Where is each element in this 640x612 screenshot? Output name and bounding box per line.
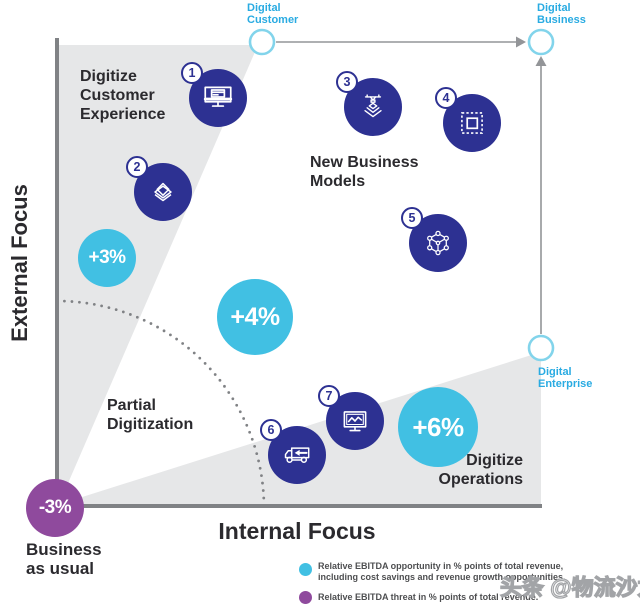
- digital-business-node: [527, 28, 555, 56]
- left-wedge-shape: [59, 45, 258, 504]
- marker-6-number: 6: [260, 419, 282, 441]
- digital-enterprise-label: Digital Enterprise: [538, 366, 593, 390]
- marker-4-modular-platform: 4: [435, 87, 501, 152]
- marker-1-digitize-customer-experience: 1: [181, 62, 247, 127]
- y-axis-label: External Focus: [7, 184, 32, 342]
- legend-opportunity-dot-icon: [299, 563, 312, 576]
- marker-3-number: 3: [336, 71, 358, 93]
- marker-7-number: 7: [318, 385, 340, 407]
- marker-3-new-business-model: 3: [336, 71, 402, 136]
- digital-business-label: Digital Business: [537, 2, 586, 26]
- marker-1-number: 1: [181, 62, 203, 84]
- truck-icon: [284, 447, 310, 463]
- up-arrowhead-icon: [535, 56, 547, 66]
- marker-4-number: 4: [435, 87, 457, 109]
- network-molecule-icon: [427, 230, 449, 256]
- marker-7-analytics-dashboard: 7: [318, 385, 384, 450]
- layered-chip-icon: [154, 182, 172, 202]
- digital-customer-node: [248, 28, 276, 56]
- legend-threat-dot-icon: [299, 591, 312, 604]
- analytics-monitor-icon: [343, 411, 367, 432]
- monitor-card-icon: [203, 86, 233, 107]
- modular-square-icon: [461, 112, 483, 134]
- marker-5-network-ecosystem: 5: [401, 207, 467, 272]
- region-business-as-usual: Business as usual: [26, 540, 102, 578]
- region-new-business-models: New Business Models: [310, 154, 419, 190]
- marker-2-layered-platform: 2: [126, 156, 192, 221]
- ebitda-bubble-plus4: +4%: [217, 279, 293, 355]
- ebitda-bubble-plus3: +3%: [78, 229, 136, 287]
- ebitda-bubble-minus3: -3%: [26, 479, 84, 537]
- digital-enterprise-node: [527, 334, 555, 362]
- digital-customer-label: Digital Customer: [247, 2, 299, 26]
- x-axis-label: Internal Focus: [218, 518, 376, 544]
- legend-threat-text: Relative EBITDA threat in % points of to…: [318, 592, 539, 602]
- y-axis-line: [55, 38, 59, 510]
- region-digitize-operations: Digitize Operations: [438, 452, 523, 488]
- right-arrowhead-icon: [516, 36, 526, 48]
- region-digitize-customer-experience: Digitize Customer Experience: [80, 68, 166, 123]
- watermark-text: 头条 @物流沙龙: [499, 574, 640, 600]
- x-axis-line: [55, 504, 542, 508]
- marker-2-number: 2: [126, 156, 148, 178]
- marker-5-number: 5: [401, 207, 423, 229]
- partial-digitization-arc: [55, 299, 266, 510]
- region-partial-digitization: Partial Digitization: [107, 397, 194, 433]
- marker-6-digitize-logistics: 6: [260, 419, 326, 484]
- ebitda-bubble-plus6: +6%: [398, 387, 478, 467]
- drone-pyramid-icon: [364, 94, 382, 118]
- legend-opportunity-text: Relative EBITDA opportunity in % points …: [318, 561, 566, 582]
